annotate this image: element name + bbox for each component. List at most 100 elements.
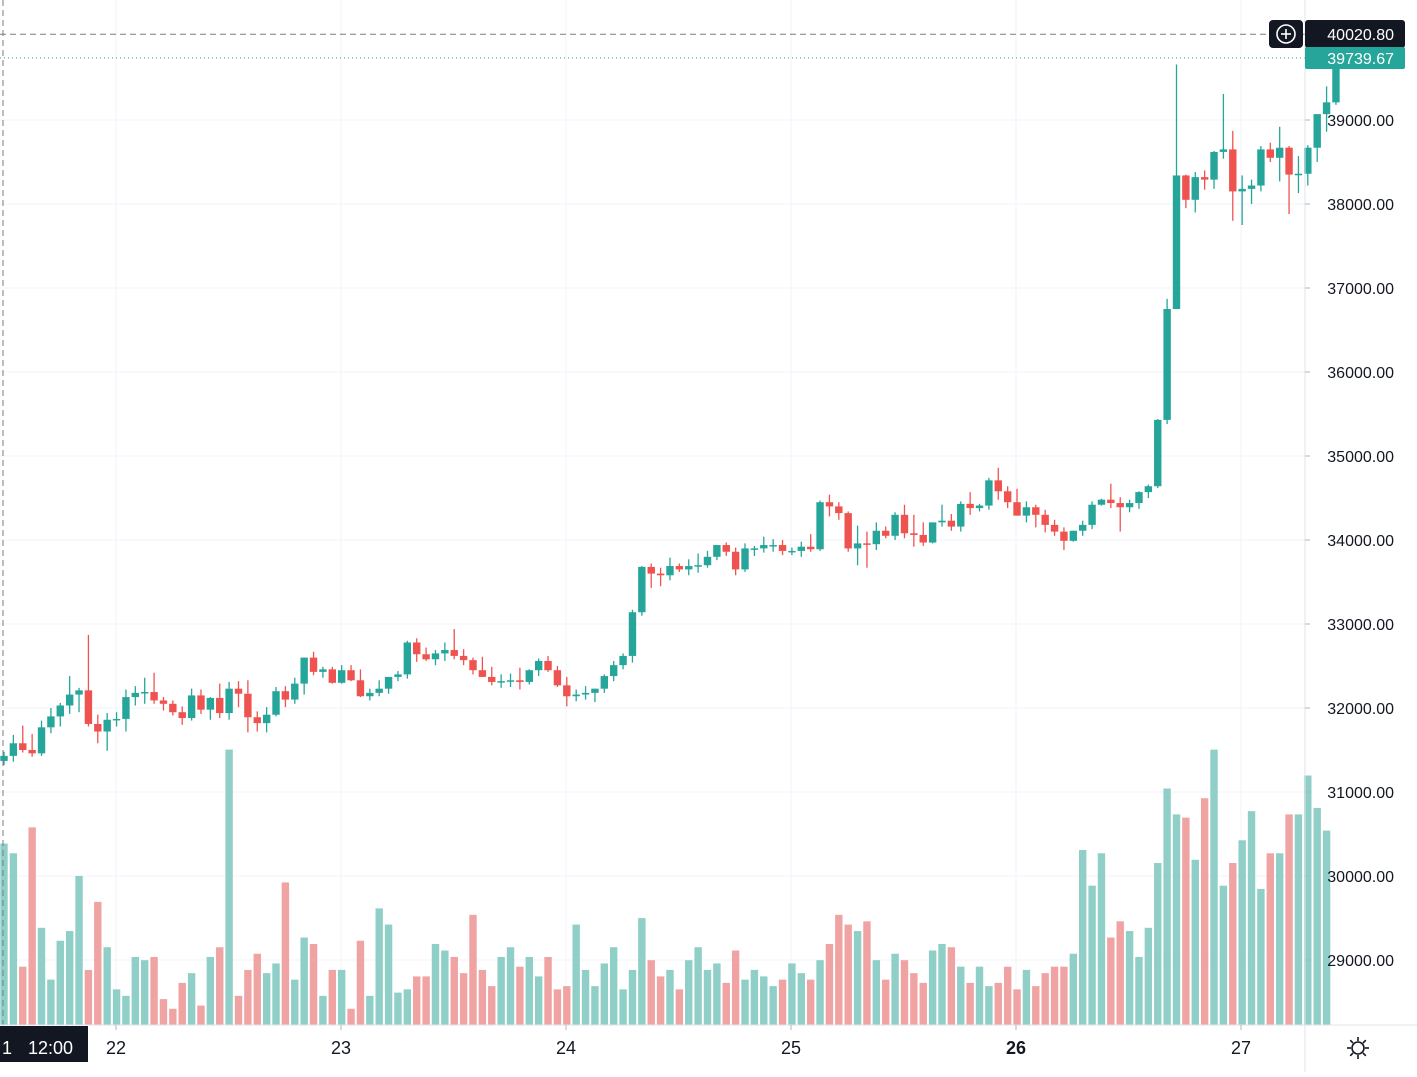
candle (459, 649, 468, 666)
price-tick-label: 33000.00 (1327, 617, 1394, 634)
candle (882, 526, 890, 539)
candle-body (431, 653, 440, 660)
candle (844, 511, 852, 552)
price-tick-label: 30000.00 (1327, 869, 1394, 886)
candle (478, 656, 487, 677)
volume-bar (610, 947, 618, 1025)
candle-body (1191, 177, 1199, 200)
volume-bar (638, 918, 646, 1025)
candle-body (178, 712, 186, 719)
candle (1125, 499, 1134, 513)
candle (187, 688, 196, 721)
candle (506, 673, 515, 687)
volume-bar (1069, 953, 1078, 1025)
add-alert-button[interactable] (1269, 20, 1303, 48)
candle (938, 504, 946, 527)
volume-bar (497, 956, 505, 1025)
volume-bar (47, 979, 55, 1025)
volume-bar (459, 973, 468, 1025)
candle-body (769, 545, 777, 547)
candle-body (891, 514, 899, 536)
time-axis[interactable]: 22 23 24 25 26 27 (106, 1025, 1251, 1058)
candle-body (1003, 491, 1012, 503)
candle (760, 536, 768, 553)
candle-body (666, 566, 674, 576)
candle-body (262, 714, 271, 724)
candle-body (928, 522, 937, 543)
candle (262, 707, 271, 733)
candle (1210, 151, 1218, 189)
candle-body (122, 697, 130, 719)
candle (928, 522, 937, 544)
volume-bar (957, 966, 965, 1025)
last-price-text: 39739.67 (1327, 51, 1394, 68)
volume-bar (591, 986, 599, 1025)
volume-bar (206, 956, 215, 1025)
volume-bar (534, 976, 543, 1025)
candle (394, 671, 402, 682)
candle-body (366, 692, 374, 697)
candle (1060, 527, 1068, 551)
candle (1266, 142, 1274, 162)
volume-bar (656, 976, 665, 1025)
candle-body (516, 680, 524, 682)
price-axis[interactable]: 29000.00 30000.00 31000.00 32000.00 33000.00… (1305, 113, 1394, 970)
candle (666, 557, 674, 581)
candle (281, 686, 290, 708)
volume-bar (863, 921, 871, 1025)
candle (610, 660, 618, 682)
candle-body (375, 688, 383, 693)
candle (112, 712, 121, 727)
candle (1050, 519, 1059, 536)
candle (741, 543, 749, 572)
volume-bar (1191, 859, 1199, 1025)
volume-bar (234, 995, 243, 1025)
candle-body (253, 717, 261, 724)
candle-body (469, 660, 477, 671)
volume-bar (272, 963, 280, 1025)
volume-bar (806, 979, 815, 1025)
volume-bar (553, 989, 562, 1025)
candle (206, 697, 215, 720)
volume-bar (741, 979, 749, 1025)
candle-body (656, 573, 665, 576)
candle-body (488, 676, 496, 682)
candle (1022, 501, 1031, 523)
candle-body (694, 565, 702, 567)
volume-bar (910, 973, 918, 1025)
volume-bar (750, 969, 759, 1025)
candle-body (638, 566, 646, 613)
candle-body (647, 566, 655, 574)
candle-body (1266, 149, 1274, 158)
volume-bar (1088, 885, 1096, 1025)
volume-bar (319, 995, 327, 1025)
candle-body (703, 556, 712, 566)
volume-bar (1097, 853, 1106, 1025)
candle-body (1322, 102, 1331, 115)
volume-bar (572, 924, 580, 1025)
volume-bar (441, 950, 449, 1025)
candle (1163, 298, 1171, 425)
candle (731, 547, 740, 576)
volume-bar (1154, 863, 1162, 1025)
candle-body (337, 670, 346, 683)
candle-body (563, 685, 571, 697)
candle (131, 686, 140, 706)
settings-gear-icon[interactable] (1347, 1037, 1369, 1059)
candle-body (19, 743, 27, 750)
candle-body (478, 670, 487, 677)
volume-bar (778, 979, 787, 1025)
candle-body (131, 692, 140, 698)
candle (769, 539, 777, 552)
candle-body (553, 670, 562, 686)
candle (638, 566, 646, 616)
candle (788, 547, 796, 556)
price-tick-label: 39000.00 (1327, 113, 1394, 130)
candle-body (581, 692, 590, 695)
candle (178, 706, 186, 725)
volume-bar (731, 950, 740, 1025)
candle (431, 650, 440, 666)
volume-bar (384, 924, 393, 1025)
candle (534, 658, 543, 677)
